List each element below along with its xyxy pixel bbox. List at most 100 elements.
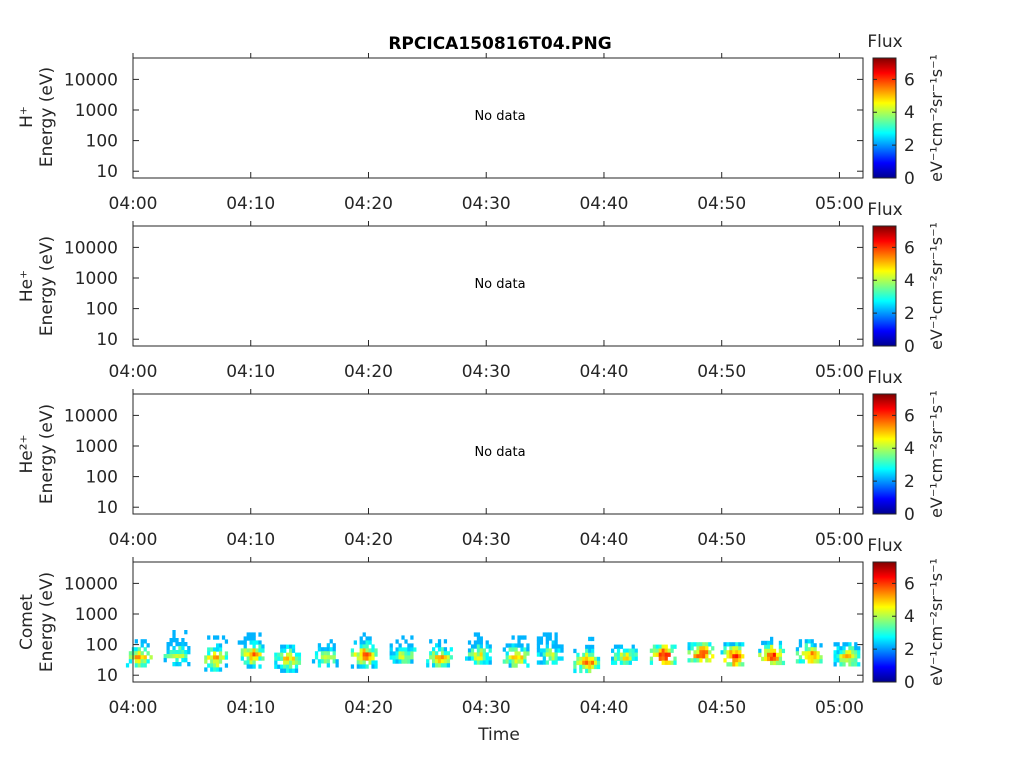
y-tick-label: 1000: [75, 101, 118, 121]
colorbar-tick-label: 6: [904, 238, 915, 258]
spectrogram-cell: [819, 655, 823, 660]
spectrogram-cell: [851, 646, 855, 651]
spectrogram-cell: [482, 648, 486, 653]
spectrogram-cell: [446, 655, 451, 660]
spectrogram-cell: [323, 655, 327, 660]
spectrogram-cell: [362, 632, 366, 637]
y-tick-label: 1000: [75, 605, 118, 625]
x-tick-label: 05:00: [815, 530, 864, 550]
spectrogram-cell: [702, 654, 706, 659]
spectrogram-cell: [134, 651, 138, 656]
spectrogram-cell: [291, 648, 296, 653]
x-tick-label: 04:00: [109, 530, 158, 550]
spectrogram-cell: [857, 646, 861, 651]
spectrogram-cell: [813, 647, 817, 652]
spectrogram-cell: [613, 644, 618, 649]
spectrogram-cell: [473, 652, 478, 657]
spectrogram-cell: [246, 648, 250, 653]
spectrogram-cell: [833, 650, 837, 655]
energy-axis-label: Energy (eV): [37, 404, 57, 504]
spectrogram-cell: [365, 652, 369, 657]
spectrogram-cell: [289, 664, 293, 669]
spectrogram-cell: [551, 640, 555, 645]
spectrogram-cell: [140, 651, 144, 656]
spectrogram-cell: [476, 660, 481, 665]
spectrogram-cell: [732, 650, 736, 655]
spectrogram-cell: [488, 644, 492, 649]
spectrogram-cell: [588, 644, 592, 650]
spectrogram-cell: [661, 652, 665, 657]
spectrogram-cell: [476, 644, 481, 649]
spectrogram-cell: [536, 644, 541, 649]
spectrogram-cell: [204, 667, 208, 672]
spectrogram-cell: [204, 659, 208, 664]
spectrogram-cell: [398, 659, 402, 664]
spectrogram-cell: [573, 660, 577, 666]
spectrogram-cell: [213, 667, 217, 672]
spectrogram-cell: [705, 650, 709, 655]
spectrogram-cell: [395, 651, 399, 656]
spectrogram-cell: [705, 642, 709, 647]
spectrogram-cell: [368, 636, 372, 641]
spectrogram-cell: [764, 652, 768, 658]
spectrogram-cell: [658, 656, 662, 661]
spectrogram-cell: [368, 640, 372, 645]
spectrogram-cell: [848, 646, 852, 651]
spectrogram-cell: [517, 651, 521, 656]
spectrogram-cell: [134, 655, 138, 660]
spectrogram-cell: [845, 654, 849, 659]
spectrogram-cell: [311, 659, 316, 664]
colorbar-tick-label: 0: [904, 505, 915, 525]
spectrogram-cell: [687, 658, 691, 663]
spectrogram-cell: [798, 655, 803, 660]
spectrogram-cell: [735, 642, 739, 647]
spectrogram-cell: [249, 632, 253, 637]
spectrogram-cell: [523, 659, 527, 664]
spectrogram-cell: [166, 646, 170, 651]
spectrogram-cell: [772, 652, 777, 658]
spectrogram-cell: [218, 655, 223, 660]
spectrogram-cell: [628, 652, 632, 657]
spectrogram-cell: [389, 651, 393, 656]
spectrogram-cell: [511, 659, 515, 664]
spectrogram-cell: [723, 658, 727, 663]
spectrogram-cell: [729, 654, 733, 659]
spectrogram-cell: [470, 656, 475, 661]
colorbar-tick-label: 6: [904, 70, 915, 90]
spectrogram-cell: [857, 662, 861, 667]
spectrogram-cell: [548, 648, 552, 653]
spectrogram-cell: [274, 656, 278, 661]
spectrogram-cell: [371, 664, 375, 669]
spectrogram-cell: [213, 663, 217, 668]
spectrogram-cell: [485, 640, 489, 645]
spectrogram-cell: [240, 640, 244, 645]
spectrogram-cell: [473, 644, 478, 649]
spectrogram-cell: [163, 654, 167, 659]
spectrogram-cell: [291, 660, 296, 665]
spectrogram-cell: [432, 647, 436, 652]
spectrogram-cell: [169, 650, 173, 655]
spectrogram-cell: [738, 658, 742, 663]
y-tick-label: 10: [96, 498, 118, 518]
spectrogram-cell: [517, 659, 521, 664]
spectrogram-cell: [252, 640, 256, 645]
spectrogram-cell: [125, 663, 130, 668]
spectrogram-cell: [320, 647, 325, 652]
spectrogram-cell: [764, 640, 768, 646]
spectrogram-cell: [213, 655, 217, 660]
colorbar-scale: [872, 225, 897, 347]
spectrogram-cell: [804, 639, 808, 644]
spectrogram-cell: [622, 660, 627, 665]
spectrogram-cell: [178, 654, 182, 659]
spectrogram-cell: [252, 656, 256, 661]
spectrogram-cell: [435, 659, 439, 664]
axes-frame: [132, 393, 864, 515]
spectrogram-cell: [514, 643, 518, 648]
spectrogram-cell: [810, 651, 814, 656]
spectrogram-cell: [184, 658, 188, 663]
spectrogram-cell: [437, 643, 442, 648]
spectrogram-cell: [440, 647, 445, 652]
spectrogram-cell: [410, 643, 414, 648]
spectrogram-cell: [854, 658, 858, 663]
x-tick-label: 05:00: [815, 698, 864, 718]
